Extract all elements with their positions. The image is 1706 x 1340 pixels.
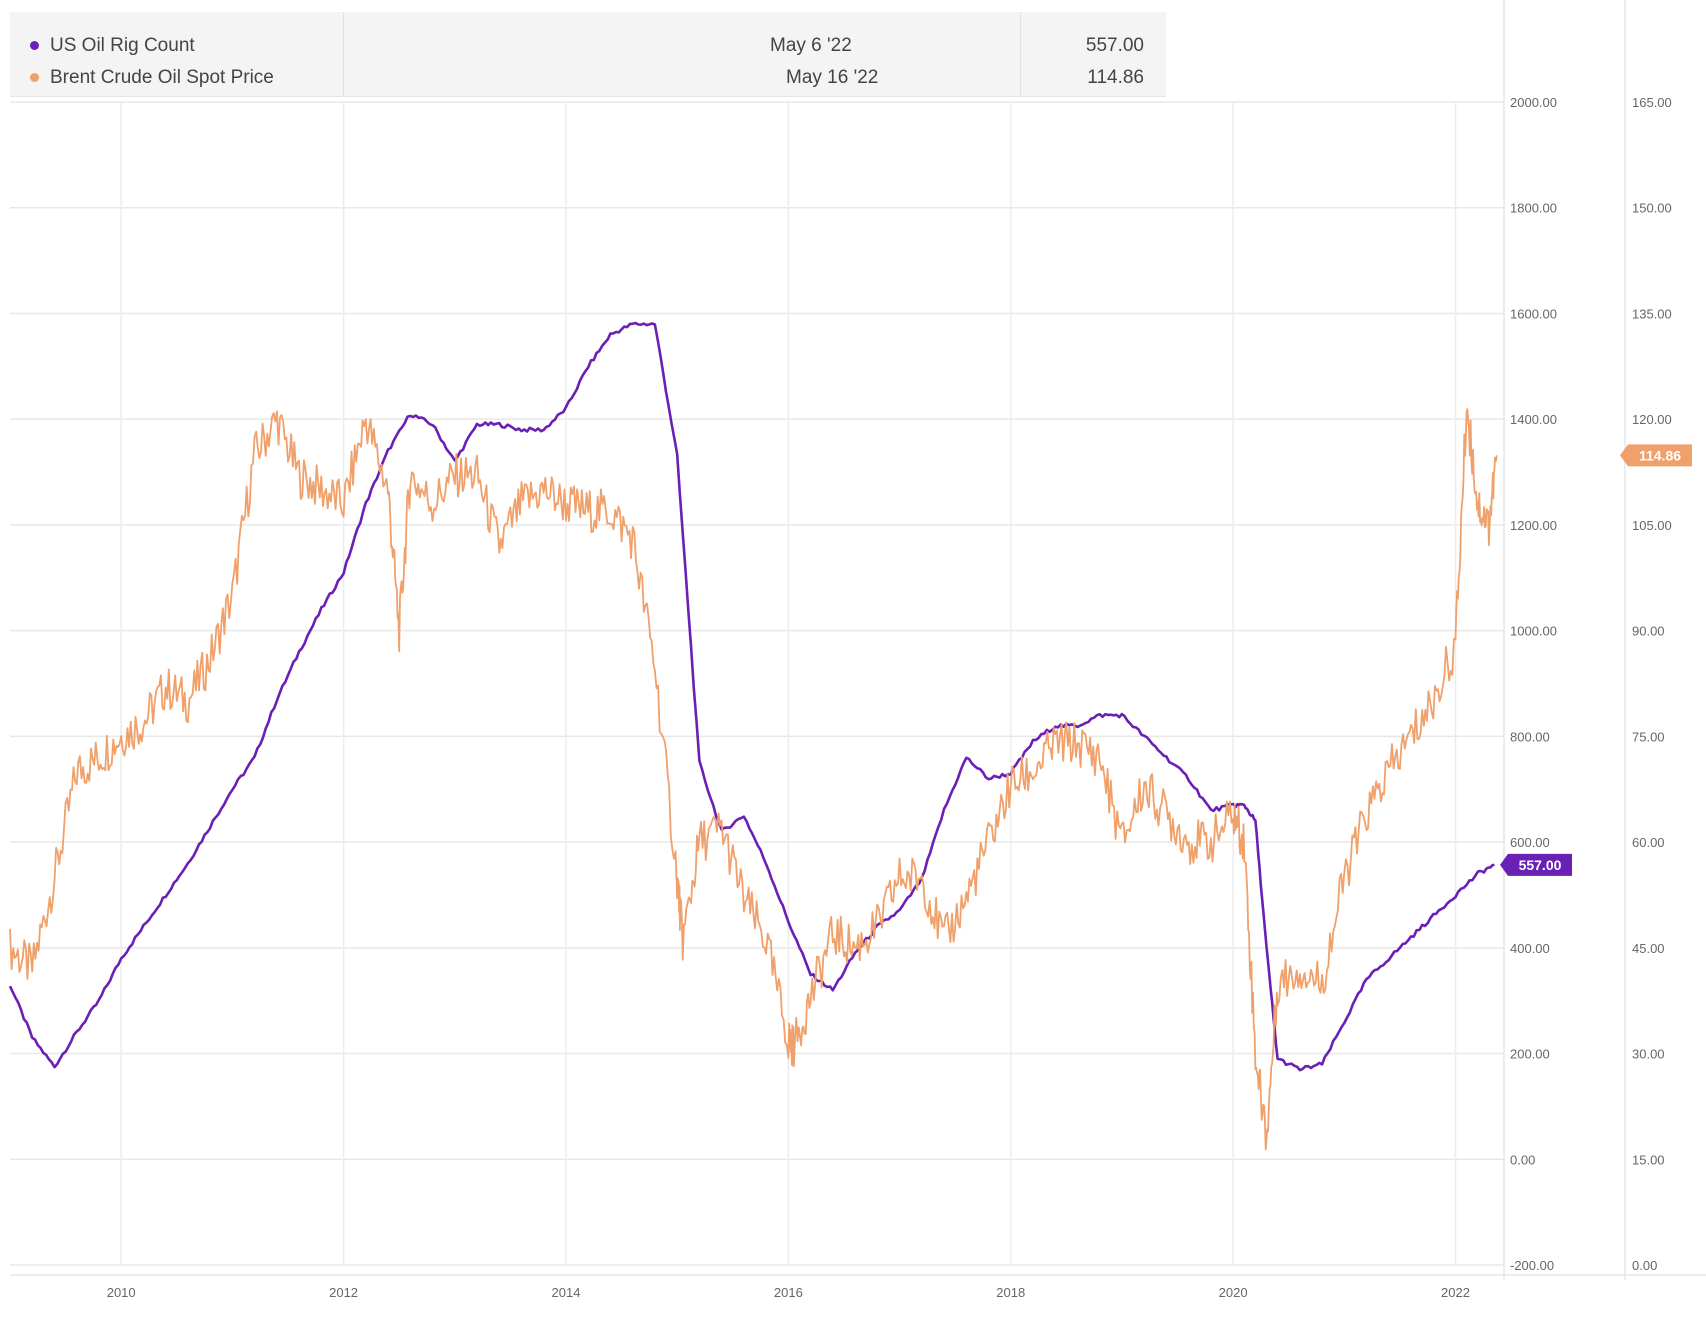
y-left-tick-label: 2000.00 xyxy=(1510,95,1557,110)
brent-crude-line xyxy=(9,408,1498,1151)
legend-series-date: May 6 '22 xyxy=(770,35,852,56)
legend-row-rig-count[interactable]: US Oil Rig Count May 6 '22 557.00 xyxy=(10,30,1166,62)
x-tick-label: 2010 xyxy=(107,1285,136,1300)
rig-count-line xyxy=(8,321,1495,1072)
brent-crude-dot-icon xyxy=(30,73,39,82)
y-left-tick-label: 1400.00 xyxy=(1510,412,1557,427)
value-flags: 557.00 114.86 xyxy=(1500,444,1692,876)
y-right-tick-label: 120.00 xyxy=(1632,412,1672,427)
value-flag-shape xyxy=(1500,853,1572,876)
y-right-tick-label: 165.00 xyxy=(1632,95,1672,110)
y-right-tick-label: 45.00 xyxy=(1632,941,1665,956)
value-flag-label: 557.00 xyxy=(1519,857,1562,873)
x-tick-label: 2018 xyxy=(996,1285,1025,1300)
legend-series-value: 114.86 xyxy=(1087,67,1144,88)
y-left-tick-label: 0.00 xyxy=(1510,1152,1535,1167)
value-flag-shape xyxy=(1620,444,1692,467)
legend-series-value: 557.00 xyxy=(1085,35,1144,56)
y-right-tick-label: 150.00 xyxy=(1632,201,1672,216)
y-left-tick-label: -200.00 xyxy=(1510,1258,1554,1273)
axes: 2000.00 165.00 1800.00 150.00 1600.00 135.00 1… xyxy=(107,95,1672,1300)
legend-series-name: US Oil Rig Count xyxy=(50,35,195,56)
y-left-tick-label: 200.00 xyxy=(1510,1047,1550,1062)
x-tick-label: 2020 xyxy=(1219,1285,1248,1300)
x-tick-label: 2016 xyxy=(774,1285,803,1300)
y-right-tick-label: 30.00 xyxy=(1632,1047,1665,1062)
y-left-tick-label: 400.00 xyxy=(1510,941,1550,956)
legend-separator xyxy=(1020,12,1021,96)
legend-row-brent-crude[interactable]: Brent Crude Oil Spot Price May 16 '22 11… xyxy=(10,62,1166,94)
y-right-tick-label: 90.00 xyxy=(1632,624,1665,639)
legend-series-name: Brent Crude Oil Spot Price xyxy=(50,67,274,88)
y-right-tick-label: 60.00 xyxy=(1632,835,1665,850)
rig-count-dot-icon xyxy=(30,41,39,50)
y-right-tick-label: 75.00 xyxy=(1632,729,1665,744)
y-right-tick-label: 15.00 xyxy=(1632,1152,1665,1167)
legend: US Oil Rig Count May 6 '22 557.00 Brent … xyxy=(10,12,1166,97)
y-left-tick-label: 600.00 xyxy=(1510,835,1550,850)
x-tick-label: 2014 xyxy=(552,1285,581,1300)
x-tick-label: 2022 xyxy=(1441,1285,1470,1300)
y-right-tick-label: 105.00 xyxy=(1632,518,1672,533)
value-flag-label: 114.86 xyxy=(1639,447,1681,463)
legend-series-date: May 16 '22 xyxy=(786,67,879,88)
brent-crude-value-flag: 114.86 xyxy=(1620,444,1692,467)
series-lines xyxy=(8,321,1498,1151)
x-tick-label: 2012 xyxy=(329,1285,358,1300)
y-right-tick-label: 0.00 xyxy=(1632,1258,1657,1273)
y-left-tick-label: 800.00 xyxy=(1510,729,1550,744)
y-left-tick-label: 1200.00 xyxy=(1510,518,1557,533)
rig-count-value-flag: 557.00 xyxy=(1500,853,1572,876)
grid xyxy=(10,0,1706,1280)
y-left-tick-label: 1000.00 xyxy=(1510,624,1557,639)
y-left-tick-label: 1800.00 xyxy=(1510,201,1557,216)
y-left-tick-label: 1600.00 xyxy=(1510,306,1557,321)
y-right-tick-label: 135.00 xyxy=(1632,306,1672,321)
legend-separator xyxy=(343,12,344,96)
